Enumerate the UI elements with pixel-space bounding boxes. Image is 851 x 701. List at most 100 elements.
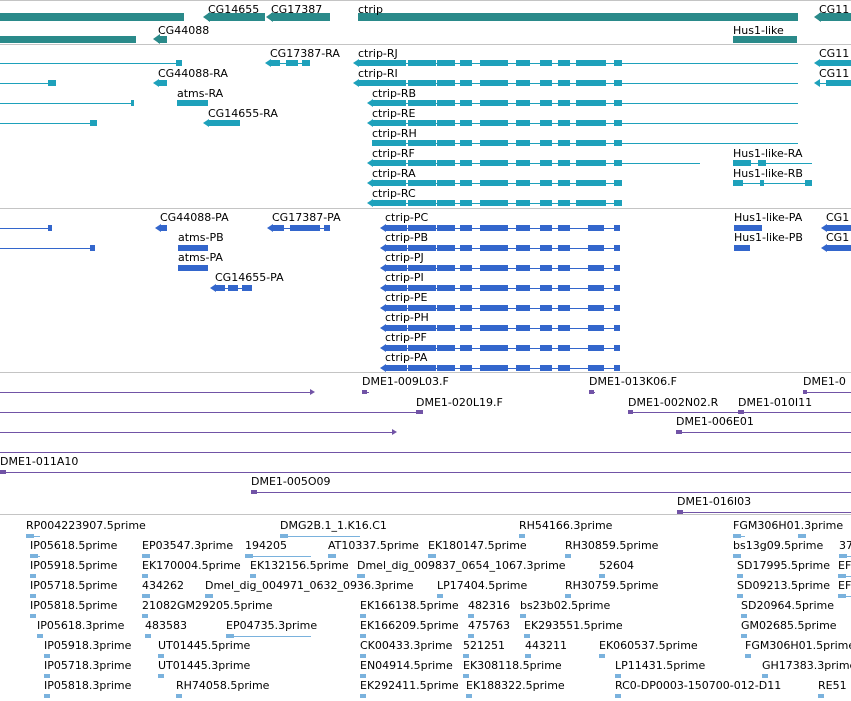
- transcript-label[interactable]: ctrip-RC: [372, 187, 416, 200]
- transcript-label[interactable]: CG11: [819, 47, 850, 60]
- est-label[interactable]: RH74058.5prime: [176, 679, 270, 692]
- est-label[interactable]: SD20964.5prime: [741, 599, 834, 612]
- transcript-label[interactable]: ctrip-RH: [372, 127, 417, 140]
- est-label[interactable]: SD09213.5prime: [737, 579, 830, 592]
- est-label[interactable]: FGM306H01.5prime: [745, 639, 851, 652]
- protein-label[interactable]: Hus1-like-PA: [734, 211, 803, 224]
- est-label[interactable]: EK308118.5prime: [463, 659, 562, 672]
- est-label[interactable]: EK292411.5prime: [360, 679, 459, 692]
- gene-label[interactable]: ctrip: [358, 3, 383, 16]
- est-label[interactable]: IP05718.5prime: [30, 579, 118, 592]
- est-label[interactable]: RH30859.5prime: [565, 539, 659, 552]
- est-label[interactable]: 434262: [142, 579, 184, 592]
- gene-label[interactable]: CG17387: [271, 3, 323, 16]
- est-label[interactable]: EK166138.5prime: [360, 599, 459, 612]
- est-label[interactable]: 443211: [525, 639, 567, 652]
- protein-label[interactable]: ctrip-PH: [385, 311, 429, 324]
- transcript-label[interactable]: ctrip-RB: [372, 87, 417, 100]
- clone-label[interactable]: DME1-005O09: [251, 475, 331, 488]
- protein-label[interactable]: Hus1-like-PB: [734, 231, 803, 244]
- est-label[interactable]: EK293551.5prime: [524, 619, 623, 632]
- est-label[interactable]: IP05618.5prime: [30, 539, 118, 552]
- transcript-label[interactable]: CG44088-RA: [158, 67, 228, 80]
- est-label[interactable]: 521251: [463, 639, 505, 652]
- est-label[interactable]: LP11431.5prime: [615, 659, 706, 672]
- transcript-label[interactable]: ctrip-RA: [372, 167, 416, 180]
- protein-label[interactable]: atms-PB: [178, 231, 224, 244]
- est-label[interactable]: 482316: [468, 599, 510, 612]
- gene-label[interactable]: CG44088: [158, 24, 210, 37]
- est-label[interactable]: RH54166.3prime: [519, 519, 613, 532]
- protein-label[interactable]: ctrip-PE: [385, 291, 428, 304]
- clone-label[interactable]: DME1-0: [803, 375, 846, 388]
- protein-label[interactable]: ctrip-PI: [385, 271, 424, 284]
- protein-label[interactable]: CG17387-PA: [272, 211, 341, 224]
- protein-label[interactable]: CG1: [826, 211, 850, 224]
- clone-label[interactable]: DME1-013K06.F: [589, 375, 677, 388]
- est-label[interactable]: CK00433.3prime: [360, 639, 453, 652]
- est-label[interactable]: 483583: [145, 619, 187, 632]
- clone-label[interactable]: DME1-006E01: [676, 415, 754, 428]
- clone-label[interactable]: DME1-016I03: [677, 495, 752, 508]
- transcript-label[interactable]: ctrip-RE: [372, 107, 416, 120]
- est-label[interactable]: IP05618.3prime: [37, 619, 125, 632]
- est-label[interactable]: IP05918.3prime: [44, 639, 132, 652]
- transcript-label[interactable]: ctrip-RJ: [358, 47, 398, 60]
- est-label[interactable]: EK166209.5prime: [360, 619, 459, 632]
- est-label[interactable]: IP05718.3prime: [44, 659, 132, 672]
- clone-label[interactable]: DME1-010I11: [738, 396, 813, 409]
- protein-label[interactable]: CG14655-PA: [215, 271, 284, 284]
- est-label[interactable]: GM02685.5prime: [741, 619, 837, 632]
- clone-label[interactable]: DME1-009L03.F: [362, 375, 449, 388]
- est-label[interactable]: EF: [838, 579, 851, 592]
- est-label[interactable]: SD17995.5prime: [737, 559, 830, 572]
- est-label[interactable]: 52604: [599, 559, 634, 572]
- est-label[interactable]: RE51: [818, 679, 847, 692]
- protein-label[interactable]: CG1: [826, 231, 850, 244]
- protein-label[interactable]: ctrip-PF: [385, 331, 427, 344]
- gene-label[interactable]: Hus1-like: [733, 24, 784, 37]
- transcript-label[interactable]: CG17387-RA: [270, 47, 340, 60]
- est-label[interactable]: GH17383.3prime: [762, 659, 851, 672]
- est-label[interactable]: IP05818.3prime: [44, 679, 132, 692]
- protein-label[interactable]: ctrip-PJ: [385, 251, 424, 264]
- est-label[interactable]: EK060537.5prime: [599, 639, 698, 652]
- est-label[interactable]: RP004223907.5prime: [26, 519, 146, 532]
- gene-label[interactable]: CG14655: [208, 3, 260, 16]
- protein-label[interactable]: ctrip-PB: [385, 231, 429, 244]
- clone-label[interactable]: DME1-011A10: [0, 455, 79, 468]
- clone-label[interactable]: DME1-020L19.F: [416, 396, 503, 409]
- protein-label[interactable]: atms-PA: [178, 251, 223, 264]
- est-label[interactable]: FGM306H01.3prime: [733, 519, 844, 532]
- est-label[interactable]: EK180147.5prime: [428, 539, 527, 552]
- est-label[interactable]: RH30759.5prime: [565, 579, 659, 592]
- est-label[interactable]: RC0-DP0003-150700-012-D11: [615, 679, 782, 692]
- clone-label[interactable]: DME1-002N02.R: [628, 396, 719, 409]
- transcript-label[interactable]: ctrip-RF: [372, 147, 415, 160]
- transcript-label[interactable]: Hus1-like-RB: [733, 167, 803, 180]
- est-label[interactable]: Dmel_dig_004971_0632_0936.3prime: [205, 579, 414, 592]
- est-label[interactable]: Dmel_dig_009837_0654_1067.3prime: [357, 559, 566, 572]
- gene-label[interactable]: CG11: [819, 3, 850, 16]
- transcript-label[interactable]: Hus1-like-RA: [733, 147, 803, 160]
- est-label[interactable]: EP04735.3prime: [226, 619, 318, 632]
- est-label[interactable]: IP05818.5prime: [30, 599, 118, 612]
- transcript-label[interactable]: ctrip-RI: [358, 67, 398, 80]
- est-label[interactable]: bs13g09.5prime: [733, 539, 824, 552]
- transcript-label[interactable]: CG14655-RA: [208, 107, 278, 120]
- est-label[interactable]: 21082GM29205.5prime: [142, 599, 273, 612]
- est-label[interactable]: EK170004.5prime: [142, 559, 241, 572]
- est-label[interactable]: EF: [838, 559, 851, 572]
- est-label[interactable]: DMG2B.1_1.K16.C1: [280, 519, 387, 532]
- est-label[interactable]: EN04914.5prime: [360, 659, 453, 672]
- est-label[interactable]: bs23b02.5prime: [520, 599, 611, 612]
- est-label[interactable]: 194205: [245, 539, 287, 552]
- protein-label[interactable]: ctrip-PA: [385, 351, 428, 364]
- est-label[interactable]: 475763: [468, 619, 510, 632]
- est-label[interactable]: EP03547.3prime: [142, 539, 234, 552]
- est-label[interactable]: UT01445.5prime: [158, 639, 251, 652]
- transcript-label[interactable]: atms-RA: [177, 87, 224, 100]
- est-label[interactable]: IP05918.5prime: [30, 559, 118, 572]
- transcript-label[interactable]: CG11: [819, 67, 850, 80]
